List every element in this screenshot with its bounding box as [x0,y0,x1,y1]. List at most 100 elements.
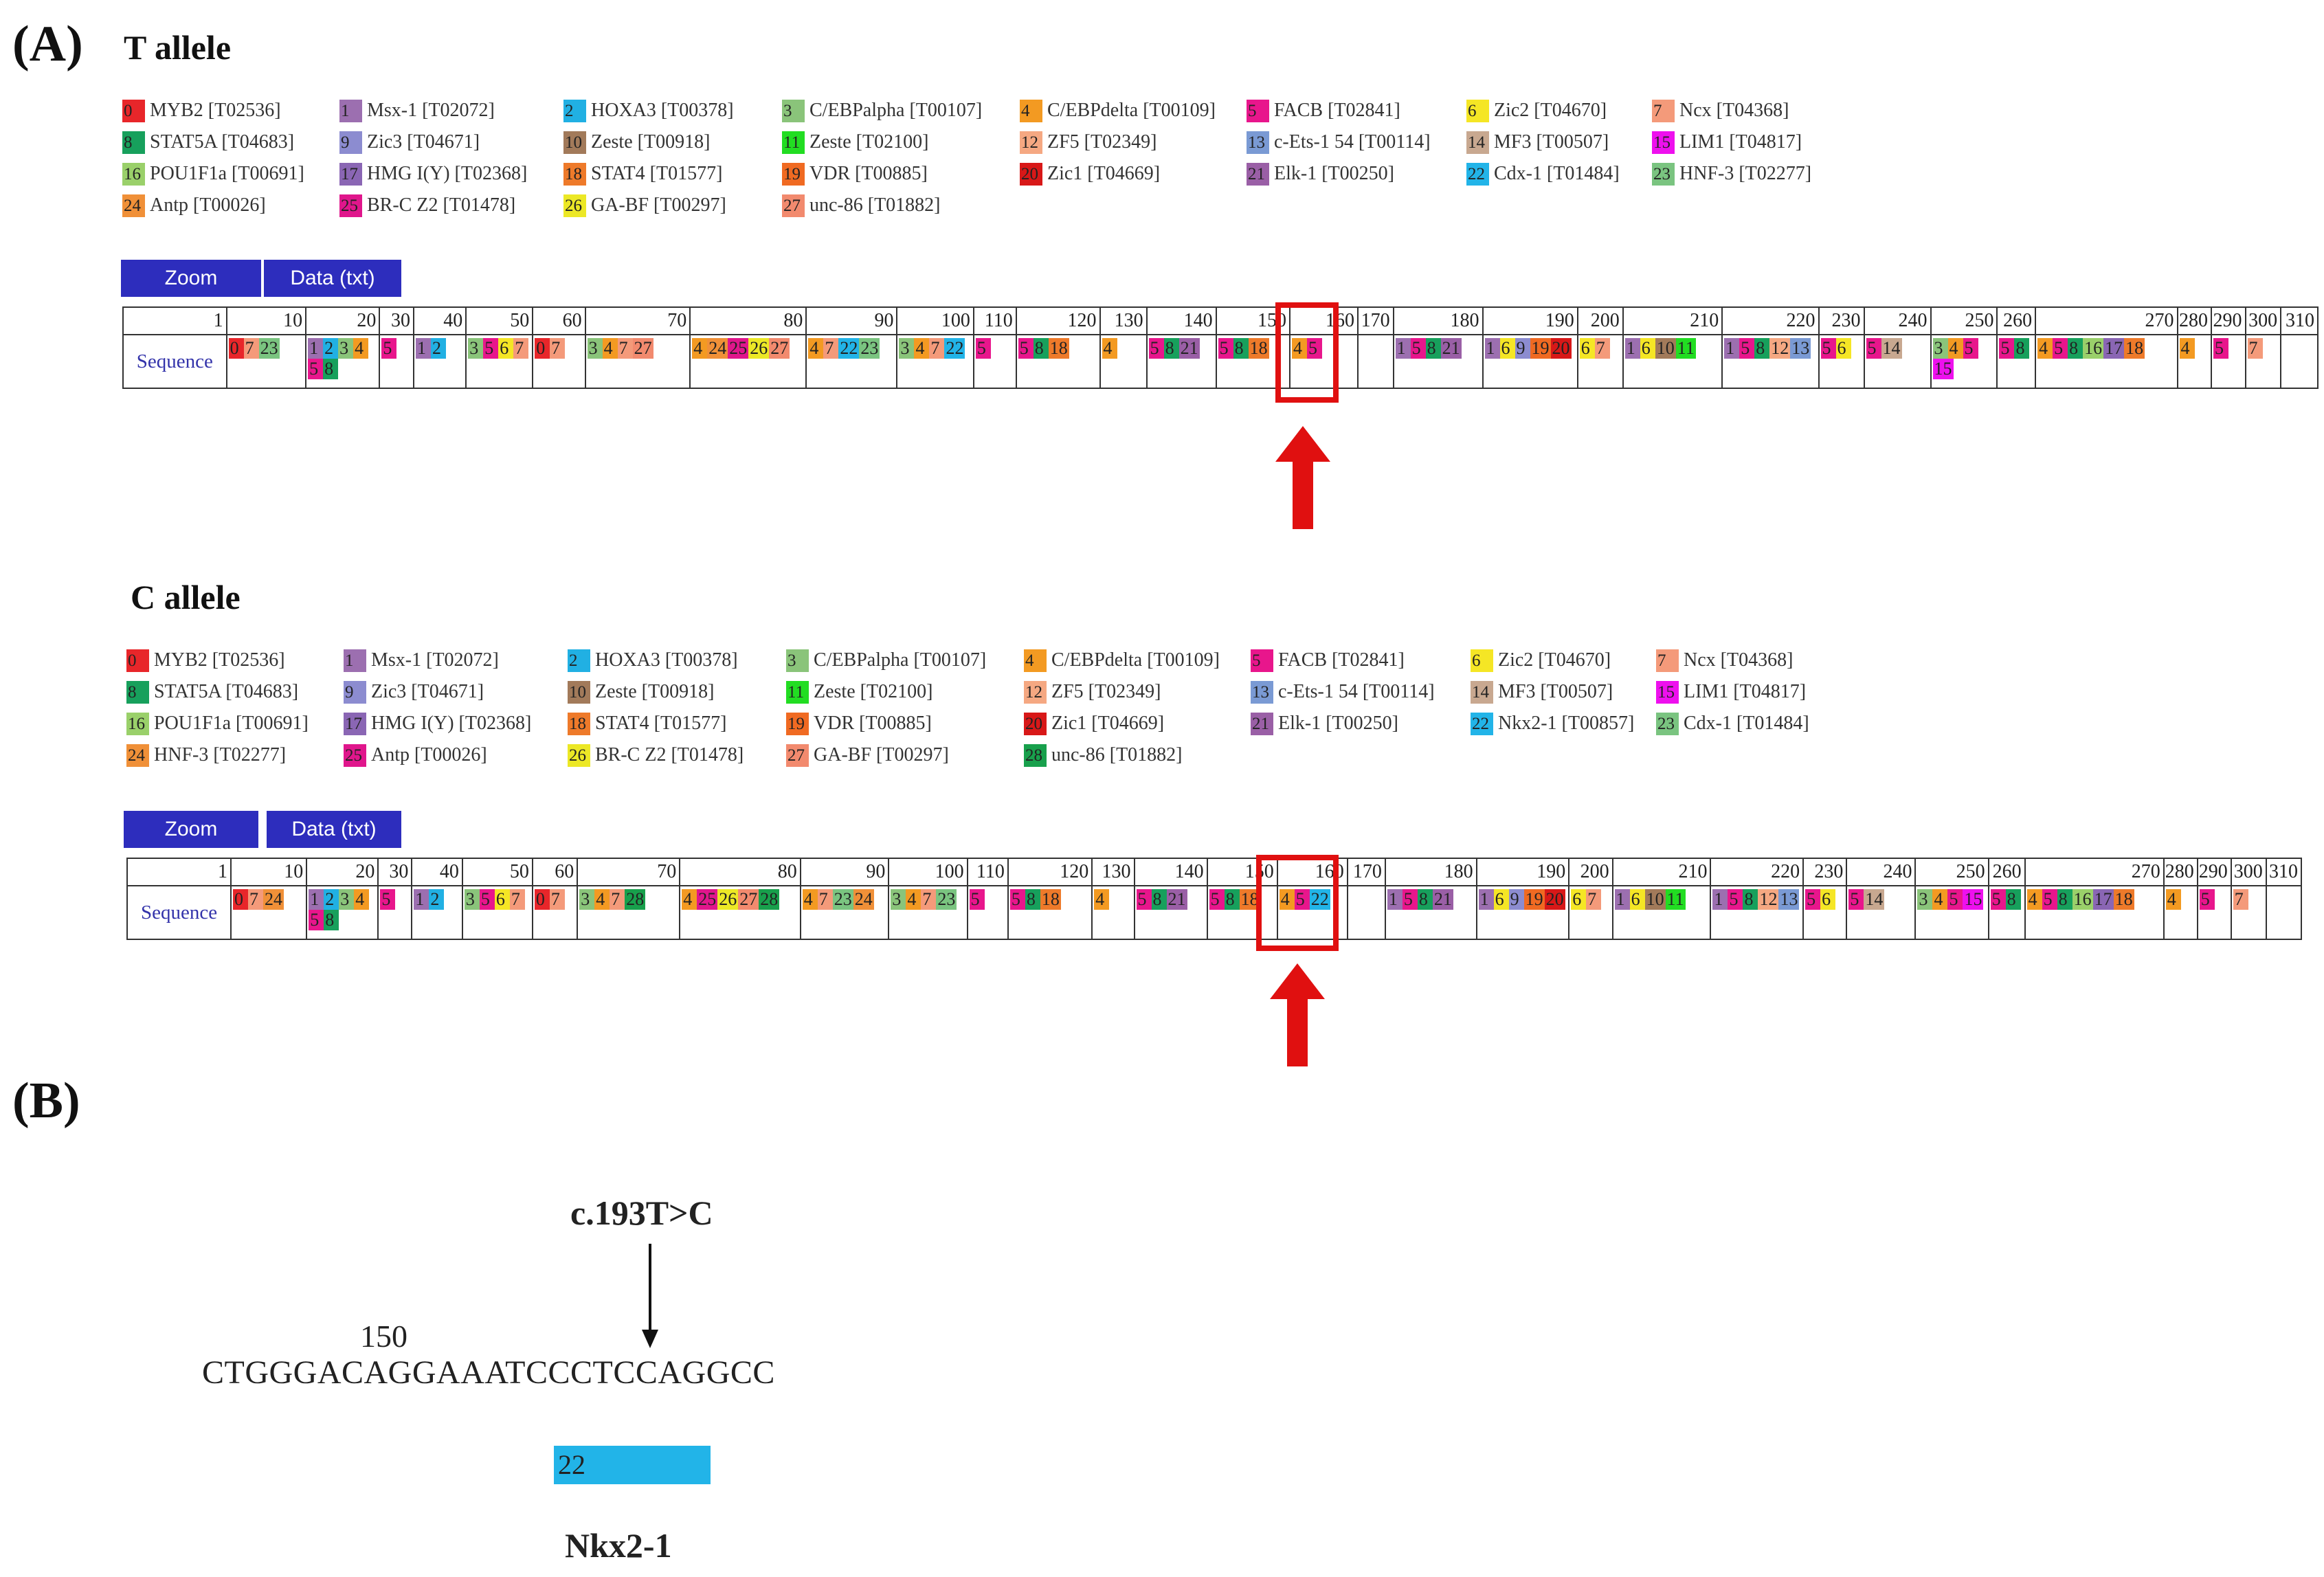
tf-site-mark[interactable]: 5 [969,889,985,910]
tf-site-mark[interactable]: 7 [2247,338,2263,359]
tf-site-mark[interactable]: 5 [1805,889,1821,910]
tf-site-mark[interactable]: 13 [1790,338,1811,359]
tf-site-mark[interactable]: 16 [2083,338,2104,359]
tf-site-mark[interactable]: 8 [2014,338,2030,359]
tf-site-mark[interactable]: 5 [1820,338,1836,359]
tf-site-mark[interactable]: 5 [2042,889,2057,910]
tf-site-mark[interactable]: 3 [468,338,484,359]
tf-site-mark[interactable]: 1 [414,889,429,910]
tf-site-mark[interactable]: 5 [483,338,499,359]
tf-site-mark[interactable]: 7 [509,889,525,910]
tf-site-mark[interactable]: 3 [338,338,354,359]
tf-site-mark[interactable]: 5 [975,338,991,359]
tf-site-mark[interactable]: 4 [914,338,930,359]
tf-site-mark[interactable]: 5 [309,910,324,930]
tf-site-mark[interactable]: 6 [1571,889,1587,910]
tf-site-mark[interactable]: 23 [859,338,880,359]
tf-site-mark[interactable]: 12 [1758,889,1779,910]
tf-site-mark[interactable]: 1 [309,889,324,910]
tf-site-mark[interactable]: 6 [1499,338,1515,359]
tf-site-mark[interactable]: 26 [748,338,770,359]
tf-site-mark[interactable]: 24 [263,889,284,910]
tf-site-mark[interactable]: 7 [617,338,633,359]
tf-site-mark[interactable]: 5 [1402,889,1418,910]
tf-site-mark[interactable]: 21 [1432,889,1453,910]
tf-site-mark[interactable]: 4 [1094,889,1110,910]
tf-site-mark[interactable]: 4 [2165,889,2181,910]
tf-site-mark[interactable]: 24 [707,338,728,359]
tf-site-mark[interactable]: 8 [323,359,339,379]
tf-site-mark[interactable]: 8 [1151,889,1167,910]
sequence-row-label[interactable]: Sequence [122,334,227,389]
tf-site-mark[interactable]: 0 [535,338,550,359]
tf-site-mark[interactable]: 18 [2124,338,2145,359]
tf-site-mark[interactable]: 7 [1586,889,1602,910]
tf-site-mark[interactable]: 5 [2213,338,2229,359]
tf-site-mark[interactable]: 6 [498,338,514,359]
tf-site-mark[interactable]: 5 [2053,338,2068,359]
tf-site-mark[interactable]: 21 [1178,338,1200,359]
tf-site-mark[interactable]: 18 [2113,889,2134,910]
tf-site-mark[interactable]: 28 [625,889,646,910]
tf-site-mark[interactable]: 5 [1866,338,1881,359]
tf-site-mark[interactable]: 7 [549,889,565,910]
tf-site-mark[interactable]: 4 [2037,338,2053,359]
tf-site-mark[interactable]: 5 [1018,338,1033,359]
tf-site-mark[interactable]: 3 [1932,338,1948,359]
tf-site-mark[interactable]: 0 [534,889,550,910]
tf-site-mark[interactable]: 8 [1025,889,1040,910]
tf-site-mark[interactable]: 19 [1523,889,1545,910]
tf-site-mark[interactable]: 4 [1947,338,1963,359]
tf-site-mark[interactable]: 8 [1425,338,1441,359]
tf-site-mark[interactable]: 1 [1724,338,1740,359]
tf-site-mark[interactable]: 1 [1614,889,1630,910]
tf-site-mark[interactable]: 26 [717,889,739,910]
tf-site-mark[interactable]: 14 [1864,889,1885,910]
c-data-button[interactable]: Data (txt) [267,811,401,848]
tf-site-mark[interactable]: 6 [1640,338,1655,359]
tf-site-mark[interactable]: 5 [1148,338,1164,359]
tf-site-mark[interactable]: 6 [1820,889,1836,910]
tf-site-mark[interactable]: 14 [1881,338,1902,359]
tf-site-mark[interactable]: 19 [1530,338,1551,359]
tf-site-mark[interactable]: 5 [1990,889,2006,910]
tf-site-mark[interactable]: 18 [1040,889,1061,910]
tf-site-mark[interactable]: 4 [692,338,708,359]
tf-site-mark[interactable]: 4 [2179,338,2195,359]
tf-site-mark[interactable]: 5 [1999,338,2015,359]
tf-site-mark[interactable]: 5 [1728,889,1743,910]
tf-site-mark[interactable]: 5 [1848,889,1864,910]
tf-site-mark[interactable]: 5 [1410,338,1426,359]
tf-site-mark[interactable]: 21 [1440,338,1462,359]
tf-site-mark[interactable]: 4 [354,889,370,910]
tf-site-mark[interactable]: 15 [1932,359,1954,379]
tf-site-mark[interactable]: 16 [2072,889,2093,910]
tf-site-mark[interactable]: 10 [1644,889,1666,910]
sequence-row-label[interactable]: Sequence [126,885,232,940]
tf-site-mark[interactable]: 17 [2092,889,2114,910]
c-zoom-button[interactable]: Zoom [124,811,258,848]
t-data-button[interactable]: Data (txt) [264,260,401,297]
tf-site-mark[interactable]: 3 [899,338,915,359]
tf-site-mark[interactable]: 5 [1294,889,1310,910]
tf-site-mark[interactable]: 8 [324,910,339,930]
tf-site-mark[interactable]: 25 [697,889,718,910]
tf-site-mark[interactable]: 8 [2005,889,2021,910]
tf-site-mark[interactable]: 4 [1102,338,1117,359]
tf-site-mark[interactable]: 6 [1629,889,1645,910]
tf-site-mark[interactable]: 4 [802,889,818,910]
tf-site-mark[interactable]: 7 [921,889,937,910]
tf-site-mark[interactable]: 1 [1387,889,1403,910]
tf-site-mark[interactable]: 4 [1291,338,1307,359]
tf-site-mark[interactable]: 8 [1163,338,1179,359]
tf-site-mark[interactable]: 3 [579,889,595,910]
tf-site-mark[interactable]: 0 [228,338,244,359]
tf-site-mark[interactable]: 23 [258,338,280,359]
tf-site-mark[interactable]: 3 [464,889,480,910]
tf-site-mark[interactable]: 5 [1739,338,1755,359]
tf-site-mark[interactable]: 18 [1248,338,1269,359]
tf-site-mark[interactable]: 20 [1550,338,1572,359]
tf-site-mark[interactable]: 7 [610,889,625,910]
tf-site-mark[interactable]: 13 [1778,889,1800,910]
tf-site-mark[interactable]: 21 [1166,889,1187,910]
